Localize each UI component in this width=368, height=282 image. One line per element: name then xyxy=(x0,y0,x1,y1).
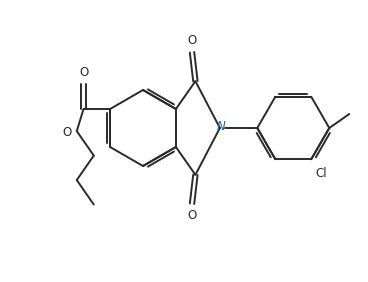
Text: N: N xyxy=(216,120,225,133)
Text: O: O xyxy=(63,125,72,138)
Text: O: O xyxy=(187,34,197,47)
Text: Cl: Cl xyxy=(315,167,327,180)
Text: O: O xyxy=(79,67,88,80)
Text: O: O xyxy=(187,209,197,222)
